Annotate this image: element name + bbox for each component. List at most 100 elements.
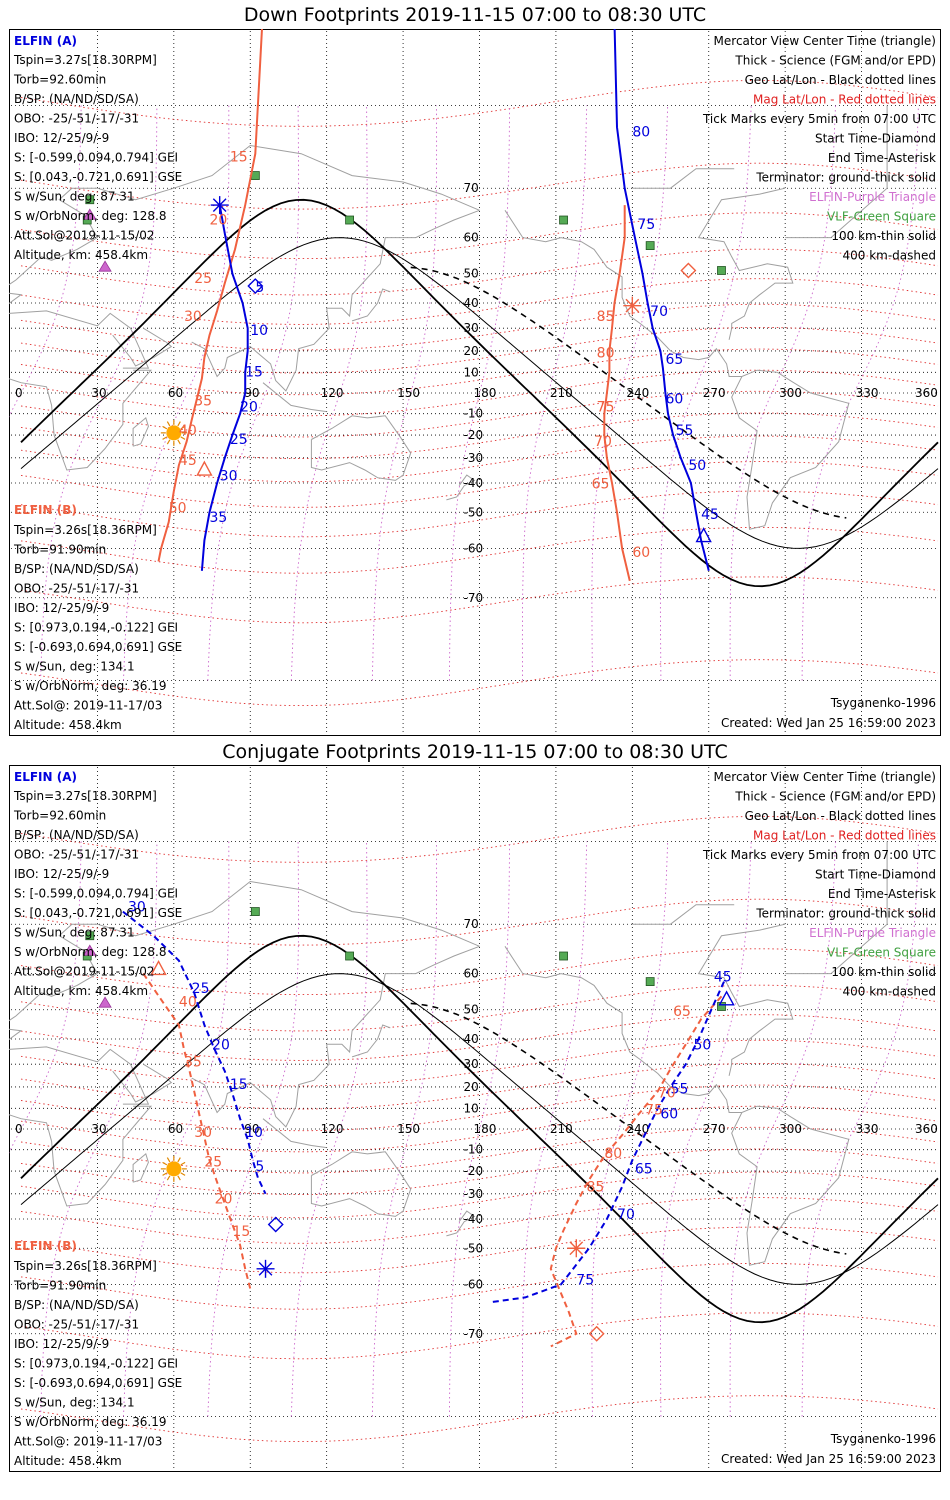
elfin-a-start-diamond <box>247 278 264 295</box>
elfin-a-info-line: Torb=92.60min <box>13 809 106 823</box>
lat-tick-label: 20 <box>464 1080 479 1094</box>
vlf-station-marker <box>345 951 354 961</box>
lon-tick-label: 360 <box>915 386 938 400</box>
elfin-a-tick-label: 65 <box>635 1161 653 1177</box>
lat-tick-label: 60 <box>464 967 479 981</box>
lat-tick-label: 30 <box>464 321 479 335</box>
mag-meridian <box>9 105 82 418</box>
mag-parallel <box>20 348 939 396</box>
lat-tick-label: -40 <box>464 476 484 490</box>
elfin-a-info-line: S: [-0.599,0.094,0.794] GEI <box>14 151 178 165</box>
coastline <box>351 1024 391 1058</box>
coastline <box>310 1151 412 1217</box>
lat-tick-label: 70 <box>464 181 479 195</box>
terminator-ground <box>20 934 939 1324</box>
coastline <box>310 415 412 481</box>
elfin-a-info-line: S: [0.043,-0.721,0.691] GSE <box>14 906 182 920</box>
legend-line: Thick - Science (FGM and/or EPD) <box>734 790 936 804</box>
footprint-tracks <box>122 910 725 1348</box>
elfin-a-info-line: B/SP: (NA/ND/SD/SA) <box>14 92 139 106</box>
lat-tick-label: -20 <box>464 1164 484 1178</box>
created-label: Created: Wed Jan 25 16:59:00 2023 <box>721 716 936 730</box>
elfin-b-tick-label: 50 <box>169 500 187 516</box>
elfin-a-track <box>613 29 710 572</box>
lon-tick-label: 60 <box>168 1122 183 1136</box>
vlf-station-marker <box>345 215 354 225</box>
legend-line: 400 km-dashed <box>842 985 936 999</box>
conjugate-footprints-title: Conjugate Footprints 2019-11-15 07:00 to… <box>222 741 728 763</box>
coastline <box>9 1046 152 1207</box>
lon-tick-label: 300 <box>779 1122 802 1136</box>
geo-grid <box>11 767 939 1470</box>
elfin-b-track <box>549 995 723 1348</box>
elfin-a-info-line: IBO: 12/-25/9/-9 <box>14 131 109 145</box>
elfin-b-info-line: S: [-0.693,0.694,0.691] GSE <box>14 640 182 654</box>
elfin-a-info-line: Att.Sol@2019-11-15/02 <box>14 965 155 979</box>
terminator <box>20 934 939 1324</box>
lat-tick-label: -30 <box>464 1187 484 1201</box>
lon-tick-label: 360 <box>915 1122 938 1136</box>
mag-meridian <box>9 841 82 1154</box>
elfin-b-tick-label: 75 <box>597 400 615 416</box>
lat-tick-label: -10 <box>464 1143 484 1157</box>
mag-meridian <box>521 105 588 681</box>
lat-tick-label: 60 <box>464 231 479 245</box>
lon-tick-label: 270 <box>703 386 726 400</box>
lon-tick-label: 210 <box>550 386 573 400</box>
elfin-a-end-asterisk <box>256 1259 275 1278</box>
axis-ticks: 0 30 60 90 120 150 180 210 240 270 300 330 360 70 60 50… <box>15 917 938 1341</box>
elfin-a-tick-label: 10 <box>250 323 268 339</box>
mag-meridian <box>448 841 511 1417</box>
mag-parallel <box>20 1084 939 1132</box>
lon-tick-label: 210 <box>550 1122 573 1136</box>
lon-tick-label: 120 <box>321 386 344 400</box>
mag-parallel <box>20 1062 939 1110</box>
lat-tick-label: 50 <box>464 267 479 281</box>
elfin-a-tick-label: 25 <box>192 981 210 997</box>
mag-parallel <box>20 898 939 946</box>
lat-tick-label: -70 <box>464 1327 484 1341</box>
coastline <box>132 1153 149 1183</box>
legend-line: 100 km-thin solid <box>831 965 936 979</box>
elfin-a-tick-label: 60 <box>660 1107 678 1123</box>
coastline <box>9 144 480 305</box>
elfin-a-tick-label: 35 <box>209 510 227 526</box>
elfin-b-tick-label: 60 <box>632 545 650 561</box>
elfin-a-tick-label: 10 <box>245 1125 263 1141</box>
elfin-a-info-line: S w/Sun, deg: 87.31 <box>14 926 135 940</box>
elfin-markers <box>83 208 112 272</box>
lon-tick-label: 30 <box>91 1122 106 1136</box>
elfin-b-track <box>157 29 263 562</box>
elfin-b-info-line: S w/OrbNorm, deg: 36.19 <box>14 679 166 693</box>
elfin-a-tick-label: 55 <box>676 423 694 439</box>
coastline <box>697 923 794 1076</box>
footprint-tracks <box>157 29 710 582</box>
coastline <box>446 1210 476 1237</box>
elfin-triangle-marker <box>98 996 112 1008</box>
elfin-b-tick-label: 15 <box>232 1224 250 1240</box>
conjugate-footprints-map: 0 30 60 90 120 150 180 210 240 270 300 330 360 70 60 50… <box>9 765 941 1472</box>
elfin-a-info-line: Att.Sol@2019-11-15/02 <box>14 229 155 243</box>
elfin-b-info-line: S: [-0.693,0.694,0.691] GSE <box>14 1376 182 1390</box>
mag-meridian <box>290 841 368 1417</box>
vlf-station-marker <box>645 977 655 986</box>
coastline <box>9 880 480 1041</box>
elfin-a-info-line: S w/Sun, deg: 87.31 <box>14 190 135 204</box>
elfin-triangle-marker <box>98 260 112 272</box>
legend-line: VLF-Green Square <box>827 946 936 960</box>
elfin-b-tick-label: 65 <box>673 1004 691 1020</box>
elfin-a-center-triangle <box>695 527 712 543</box>
lon-tick-label: 0 <box>15 386 23 400</box>
coastline <box>262 1118 327 1149</box>
lat-tick-label: -60 <box>464 541 484 555</box>
elfin-a-tick-label: 70 <box>650 304 668 320</box>
coastline <box>446 474 476 501</box>
elfin-b-tick-label: 35 <box>194 393 212 409</box>
elfin-a-tick-label: 75 <box>576 1272 594 1288</box>
elfin-a-tick-label: 80 <box>632 125 650 141</box>
elfin-b-info-line: S w/Sun, deg: 134.1 <box>14 1396 135 1410</box>
vlf-station-marker <box>559 951 568 961</box>
legend-line: Start Time-Diamond <box>815 132 936 146</box>
legend-line: Mercator View Center Time (triangle) <box>714 770 936 784</box>
coastline <box>504 946 850 1266</box>
